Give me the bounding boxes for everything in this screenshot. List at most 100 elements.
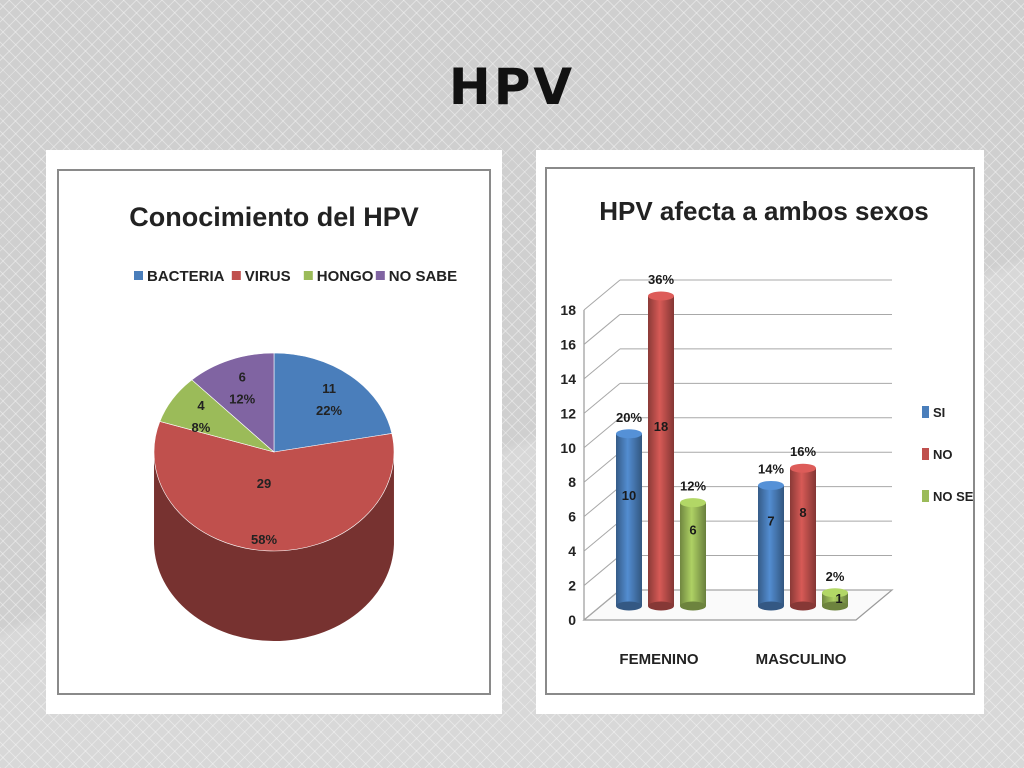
bar-base — [616, 601, 642, 611]
bar-percent-label: 2% — [826, 569, 845, 584]
bar-cap — [790, 463, 816, 473]
pie-legend-swatch — [231, 271, 241, 280]
bar-percent-label: 20% — [616, 410, 642, 425]
bar-grid-diagonal — [583, 348, 621, 380]
pie-chart: Conocimiento del HPV BACTERIA VIRUS HONGO N… — [57, 169, 491, 695]
pie-slices — [153, 352, 395, 552]
pie-depth — [154, 453, 394, 642]
bar-chart-panel: HPV afecta a ambos sexos 0 2 4 6 8 10 12 14 16 18… — [536, 150, 984, 714]
bar-cap — [648, 291, 674, 301]
pie-legend-swatch — [375, 271, 385, 280]
bar-cap — [616, 429, 642, 439]
bar-base — [758, 601, 784, 611]
pie-legend: BACTERIA VIRUS HONGO NO SABE — [134, 268, 457, 285]
bar-grid-diagonal — [583, 555, 621, 586]
pie-value-label: 4 — [197, 398, 205, 413]
bar-grid-diagonal — [583, 451, 621, 483]
bar-y-axis: 0 2 4 6 8 10 12 14 16 18 — [560, 302, 576, 628]
bar-legend-item-si: SI — [922, 405, 945, 420]
bar-femenino-no-se: 6 12% — [680, 479, 706, 611]
bar-base — [790, 601, 816, 611]
pie-slice-virus — [153, 421, 395, 552]
bar-base — [822, 601, 848, 611]
bar-value-label: 6 — [689, 522, 696, 537]
bar-percent-label: 36% — [648, 272, 674, 287]
pie-legend-swatch — [303, 271, 313, 280]
bar-femenino-no: 18 36% — [648, 272, 674, 611]
bar-legend-swatch — [922, 448, 929, 460]
bar-legend-swatch — [922, 406, 929, 418]
pie-labels: 11 22% 29 58% 4 8% 6 12% — [192, 370, 343, 547]
bar-y-tick-label: 12 — [560, 405, 576, 421]
pie-percent-label: 22% — [316, 403, 342, 418]
bar-legend-item-no-se: NO SE — [922, 489, 974, 504]
bar-grid-diagonal — [583, 417, 621, 449]
bar-percent-label: 16% — [790, 444, 816, 459]
pie-legend-item-virus: VIRUS — [231, 268, 291, 285]
bar-percent-label: 14% — [758, 461, 784, 476]
bar-legend-item-no: NO — [922, 447, 953, 462]
bar-y-tick-label: 6 — [568, 509, 576, 525]
bar-y-tick-label: 10 — [560, 440, 576, 456]
bar-cap — [758, 480, 784, 490]
pie-legend-label: HONGO — [317, 268, 374, 285]
bar-legend: SI NO NO SE — [922, 405, 974, 504]
bar-masculino-no: 8 16% — [790, 444, 816, 611]
bar-x-tick-label: FEMENINO — [619, 651, 699, 668]
pie-legend-swatch — [134, 271, 143, 280]
bar-legend-label: NO SE — [933, 489, 974, 504]
pie-value-label: 29 — [257, 476, 271, 491]
pie-percent-label: 12% — [229, 392, 255, 407]
pie-chart-panel: Conocimiento del HPV BACTERIA VIRUS HONGO N… — [46, 150, 502, 714]
pie-percent-label: 58% — [251, 532, 277, 547]
bar-y-tick-label: 14 — [560, 371, 576, 387]
pie-slice-bacteria — [273, 352, 393, 453]
bar-y-tick-label: 8 — [568, 474, 576, 490]
bar-y-tick-label: 2 — [568, 578, 576, 594]
pie-slice-no-sabe — [191, 352, 275, 453]
bar-value-label: 7 — [767, 514, 774, 529]
bar-grid-diagonal — [583, 589, 621, 621]
pie-value-label: 11 — [322, 381, 336, 396]
bar-grid-diagonal — [583, 279, 621, 311]
bar-cap — [680, 498, 706, 508]
pie-percent-label: 8% — [192, 420, 211, 435]
pie-value-label: 6 — [239, 370, 246, 385]
bar-body — [616, 433, 642, 606]
bar-legend-swatch — [922, 490, 929, 502]
bar-masculino-no-se: 12% — [822, 569, 848, 611]
bar-grid-diagonal — [583, 382, 621, 414]
bar-masculino-si: 7 14% — [758, 461, 784, 611]
bar-body — [680, 502, 706, 606]
pie-slice-side-virus — [154, 453, 394, 642]
bar-femenino-si: 10 20% — [616, 410, 642, 611]
bar-chart: HPV afecta a ambos sexos 024681012141618… — [545, 167, 975, 695]
bar-grid-diagonal — [583, 520, 621, 552]
pie-legend-label: VIRUS — [245, 268, 291, 285]
bar-grid-diagonal — [583, 486, 621, 518]
bar-value-label: 18 — [654, 419, 668, 434]
bar-x-axis: FEMENINO MASCULINO — [619, 651, 846, 668]
bar-y-tick-label: 18 — [560, 302, 576, 318]
bar-body — [758, 485, 784, 606]
bar-chart-title: HPV afecta a ambos sexos — [599, 196, 929, 226]
bar-cap — [822, 588, 848, 598]
bar-y-tick-label: 16 — [560, 336, 576, 352]
bar-x-tick-label: MASCULINO — [756, 651, 847, 668]
pie-legend-item-no-sabe: NO SABE — [375, 268, 457, 285]
bar-value-label: 8 — [799, 505, 806, 520]
bar-grid-diagonal — [583, 314, 621, 345]
bar-value-label: 1 — [835, 591, 842, 606]
bar-base — [648, 601, 674, 611]
bar-value-label: 10 — [622, 488, 636, 503]
pie-legend-item-bacteria: BACTERIA — [134, 268, 225, 285]
bar-legend-label: NO — [933, 447, 953, 462]
bar-legend-label: SI — [933, 405, 945, 420]
bar-body — [790, 468, 816, 606]
bar-body — [648, 296, 674, 606]
pie-legend-item-hongo: HONGO — [303, 268, 374, 285]
slide-title: HPV — [448, 58, 576, 116]
bar-base — [680, 601, 706, 611]
pie-chart-title: Conocimiento del HPV — [129, 202, 419, 232]
